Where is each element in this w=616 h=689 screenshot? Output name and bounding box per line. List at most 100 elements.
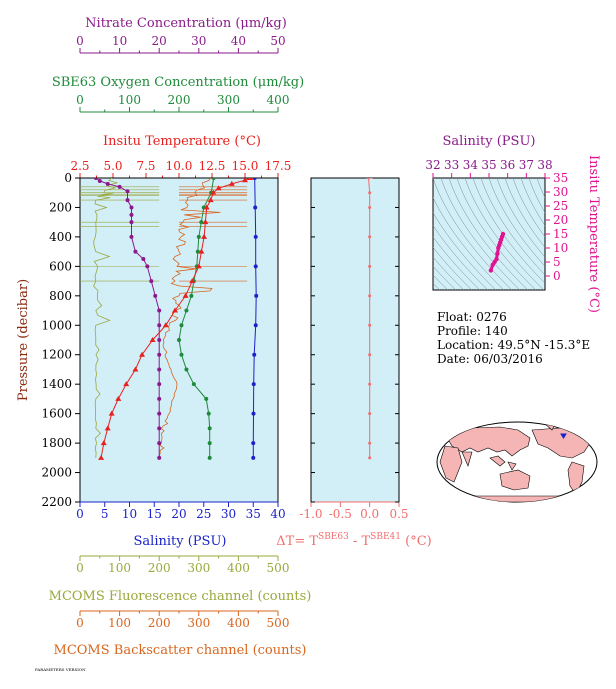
oxygen-tick-label: 100: [118, 93, 141, 107]
temperature-point: [162, 322, 169, 328]
nitrate-tick-label: 30: [191, 34, 206, 48]
salinity-series: [251, 178, 259, 460]
nitrate-point: [157, 367, 162, 372]
temperature-tick-label: 15.0: [232, 159, 259, 173]
oxygen-point: [191, 382, 196, 387]
temperature-point: [139, 351, 146, 357]
backscatter-axis-title: MCOMS Backscatter channel (counts): [54, 643, 307, 658]
float-label: Float: 0276: [437, 310, 507, 324]
ts-isopycnal: [433, 236, 481, 290]
ts-temperature-tick-label: 0: [553, 269, 561, 283]
nitrate-point: [157, 455, 162, 460]
deltaT-axis: -1.0 -0.5 0.0 0.5: [299, 177, 409, 521]
oxygen-point: [196, 234, 201, 239]
salinity-point: [251, 382, 256, 387]
ts-temperature-tick-label: 35: [553, 171, 568, 185]
deltaT-point: [368, 323, 372, 327]
ts-isopycnal: [512, 178, 545, 238]
nitrate-point: [157, 338, 162, 342]
fluorescence-tick-label: 200: [148, 561, 171, 575]
temperature-point: [207, 197, 214, 203]
nitrate-point: [157, 441, 162, 446]
fluorescence-tick-label: 0: [76, 561, 84, 575]
ts-isopycnal: [601, 178, 616, 310]
salinity-tick-label: 35: [246, 507, 261, 521]
pressure-tick-label: 2000: [41, 466, 72, 480]
nitrate-tick-label: 0: [76, 34, 84, 48]
deltaT-point: [368, 412, 372, 416]
ts-salinity-tick-label: 34: [463, 158, 479, 172]
fluorescence-tick-label: 100: [108, 561, 131, 575]
temperature-point: [195, 263, 202, 269]
salinity-tick-label: 5: [101, 507, 109, 521]
ts-isopycnal: [433, 196, 505, 290]
oxygen-point: [195, 249, 200, 254]
temperature-point: [108, 410, 115, 416]
oxygen-point: [207, 426, 212, 431]
ts-isopycnal: [433, 212, 497, 290]
oxygen-tick-label: 200: [168, 93, 191, 107]
salinity-tick-label: 30: [221, 507, 236, 521]
nitrate-point: [129, 205, 134, 210]
oxygen-point: [207, 441, 212, 446]
nitrate-point: [129, 212, 134, 217]
fluorescence-tick-label: 400: [227, 561, 250, 575]
salinity-point: [252, 178, 257, 180]
location-label: Location: 49.5°N -15.3°E: [437, 338, 590, 352]
backscatter-series: [158, 178, 248, 458]
ts-salinity-tick-label: 38: [537, 158, 552, 172]
salinity-point: [251, 411, 256, 416]
temperature-tick-label: 2.5: [70, 159, 89, 173]
salinity-axis-title: Salinity (PSU): [134, 534, 227, 549]
deltaT-panel-background: [310, 177, 400, 503]
temperature-axis: 2.5 5.0 7.5 10.0 12.5 15.0 17.5: [70, 159, 291, 179]
ts-isopycnal: [456, 178, 537, 290]
temperature-point: [242, 178, 248, 183]
nitrate-point: [145, 264, 150, 269]
pressure-tick-label: 2200: [41, 495, 72, 509]
salinity-tick-label: 0: [76, 507, 84, 521]
ts-isopycnal: [480, 178, 545, 276]
deltaT-tick-label: 0.5: [389, 507, 408, 521]
salinity-tick-label: 25: [196, 507, 211, 521]
pressure-tick-label: 600: [49, 259, 72, 273]
oxygen-point: [189, 293, 194, 298]
temperature-tick-label: 12.5: [199, 159, 226, 173]
temperature-point: [203, 204, 210, 210]
salinity-point: [254, 293, 259, 298]
ts-isopycnal: [536, 178, 545, 199]
nitrate-point: [133, 249, 138, 254]
map-land-india: [461, 451, 473, 467]
nitrate-point: [153, 293, 158, 298]
temperature-point: [182, 292, 189, 298]
deltaT-label-mid: - T: [349, 534, 371, 549]
oxygen-point: [184, 308, 189, 313]
nitrate-tick-label: 40: [231, 34, 246, 48]
nitrate-tick-label: 10: [112, 34, 127, 48]
salinity-tick-label: 20: [171, 507, 186, 521]
nitrate-point: [157, 323, 162, 328]
nitrate-point: [125, 198, 130, 203]
ts-point: [500, 231, 506, 237]
nitrate-axis-title: Nitrate Concentration (μm/kg): [85, 16, 287, 31]
oxygen-point: [206, 411, 211, 416]
oxygen-point: [199, 220, 204, 225]
deltaT-point: [368, 235, 372, 239]
temperature-point: [132, 366, 139, 372]
pressure-axis-title: Pressure (decibar): [16, 279, 31, 401]
ts-isopycnal: [488, 178, 545, 267]
nitrate-point: [157, 382, 162, 387]
oxygen-point: [211, 178, 216, 180]
ts-point: [494, 257, 499, 262]
oxygen-point: [207, 455, 212, 460]
ts-salinity-tick-label: 36: [500, 158, 515, 172]
ts-temperature-tick-label: 15: [553, 227, 568, 241]
ts-isopycnal: [520, 178, 545, 226]
temperature-point: [247, 178, 254, 180]
temperature-point: [98, 454, 105, 460]
ts-point: [495, 251, 500, 256]
temperature-point: [100, 440, 107, 446]
map-float-marker: [560, 433, 567, 439]
ts-isopycnal: [448, 178, 529, 290]
